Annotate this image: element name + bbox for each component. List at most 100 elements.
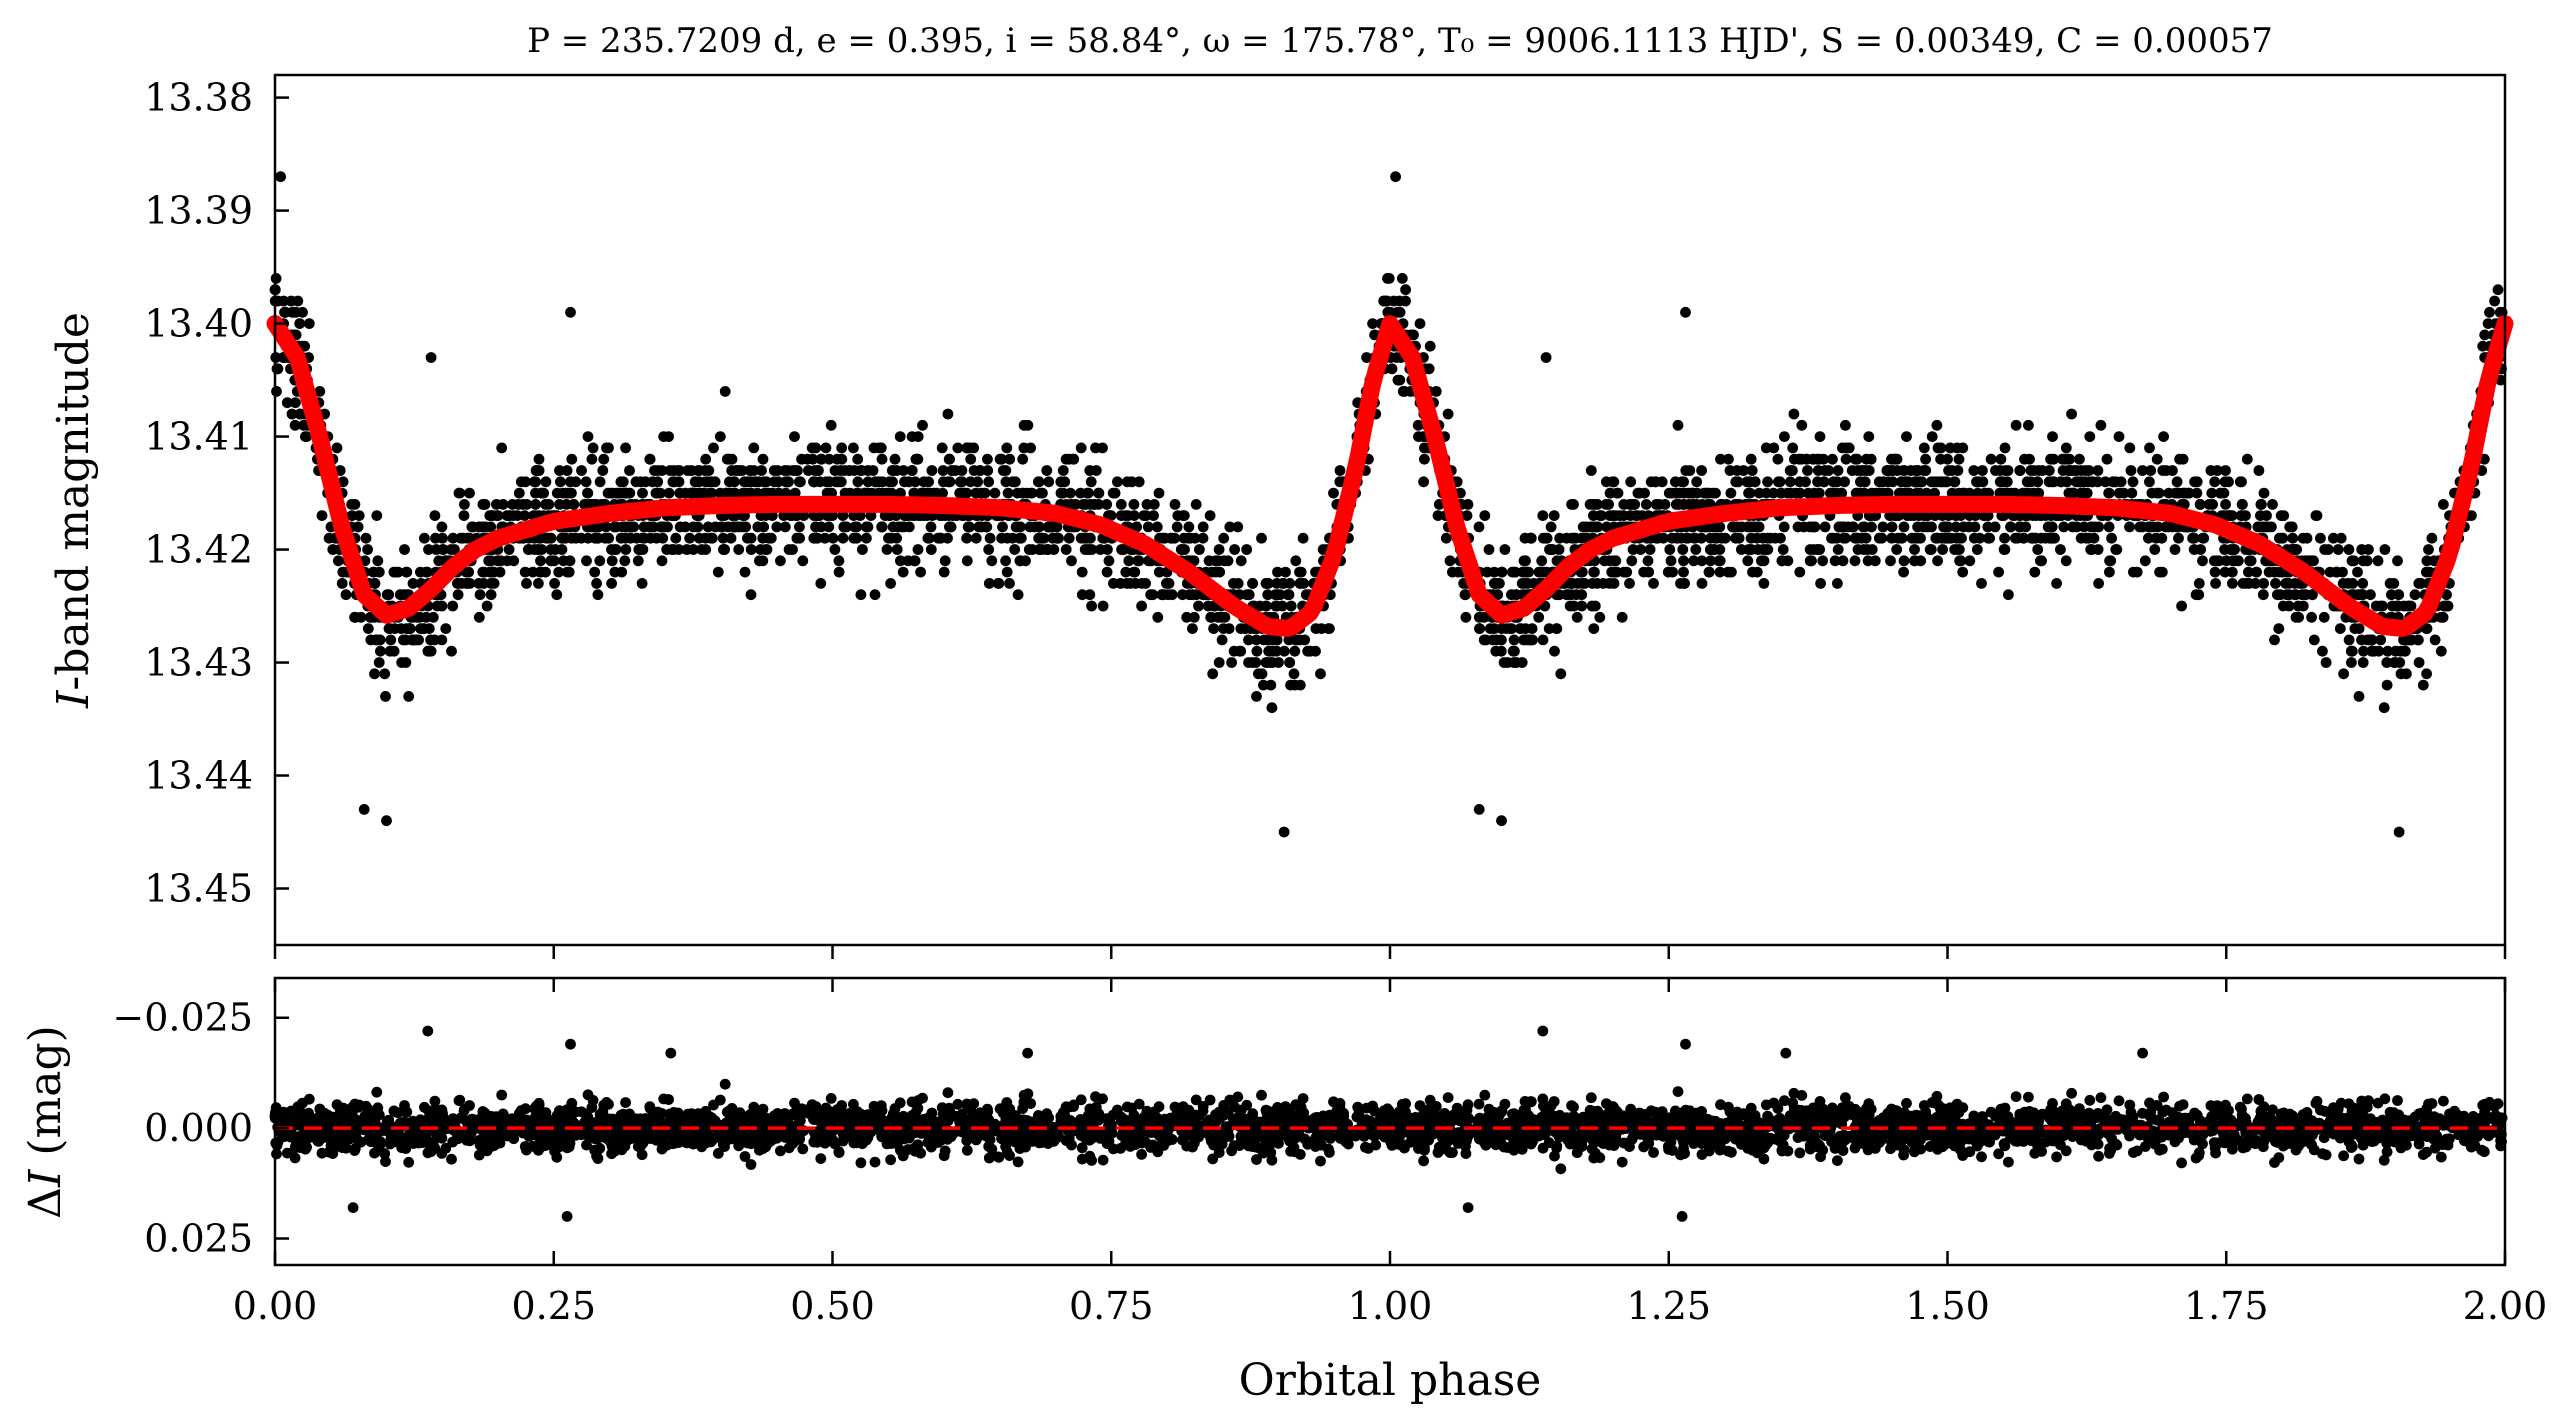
data-point [1840, 532, 1851, 544]
data-point [551, 487, 563, 499]
data-point [1635, 544, 1646, 555]
data-point [1533, 611, 1545, 623]
data-point [912, 453, 924, 465]
data-point [2071, 521, 2083, 533]
data-point [1148, 499, 1160, 510]
data-point [686, 465, 697, 476]
data-point [2353, 691, 2365, 702]
residual-point [2241, 1093, 2253, 1105]
data-point [508, 555, 520, 567]
data-point [568, 499, 580, 510]
data-point [2051, 578, 2063, 589]
data-point [771, 521, 783, 533]
data-point [1140, 578, 1151, 589]
data-point [2297, 532, 2309, 544]
data-point [2103, 487, 2115, 499]
data-point [1080, 499, 1092, 510]
data-point [2105, 555, 2117, 567]
data-point [2213, 555, 2225, 567]
data-point [556, 532, 568, 544]
data-point [615, 476, 627, 488]
data-point [368, 566, 380, 578]
data-point [2484, 306, 2495, 318]
data-point [2074, 453, 2085, 465]
data-point [2010, 419, 2022, 431]
data-point [2024, 453, 2035, 465]
data-point [1762, 476, 1773, 488]
data-point [1716, 532, 1727, 544]
data-point [1666, 487, 1678, 499]
data-point [1520, 623, 1531, 634]
data-point [848, 532, 860, 544]
residual-point [2392, 1095, 2403, 1106]
data-point [655, 487, 666, 499]
data-point [485, 578, 497, 589]
data-point [906, 431, 918, 442]
data-point [997, 521, 1008, 533]
data-point [761, 476, 772, 488]
data-point [952, 442, 964, 454]
data-point [1760, 442, 1772, 454]
data-point [2191, 476, 2203, 488]
data-point [473, 611, 485, 623]
data-point [876, 453, 888, 465]
data-point [2103, 521, 2115, 533]
data-point [1537, 510, 1549, 521]
data-point [1626, 555, 1638, 567]
data-point [1898, 555, 1910, 567]
data-point [1625, 499, 1637, 510]
data-point [2124, 442, 2136, 454]
data-point [553, 566, 565, 578]
data-point [1678, 555, 1689, 567]
data-point [289, 419, 301, 431]
data-point [2338, 668, 2350, 680]
data-point [1549, 645, 1560, 657]
data-point [2332, 544, 2344, 555]
data-point [1292, 634, 1304, 646]
data-point [2421, 555, 2433, 567]
data-point [560, 487, 572, 499]
data-point [1066, 555, 1077, 567]
data-point [1856, 532, 1867, 544]
data-point [963, 521, 974, 533]
data-point [1642, 555, 1654, 567]
data-point [1663, 566, 1674, 578]
data-point [961, 532, 973, 544]
data-point [751, 487, 763, 499]
data-point [1836, 521, 1848, 533]
data-point [2177, 453, 2189, 465]
data-point [1571, 611, 1583, 623]
data-point [1730, 476, 1742, 488]
data-point [748, 442, 760, 454]
residual-point [1648, 1147, 1659, 1158]
data-point [862, 465, 874, 476]
data-point [695, 487, 706, 499]
data-point [403, 623, 415, 634]
data-point [370, 634, 382, 646]
data-point [979, 487, 991, 499]
residual-point [2084, 1094, 2096, 1106]
data-point [1696, 578, 1708, 589]
data-point [1794, 566, 1806, 578]
data-point [591, 578, 602, 589]
data-point [594, 476, 606, 488]
data-point [1830, 487, 1842, 499]
data-point [696, 544, 708, 555]
data-point [645, 532, 656, 544]
data-point [1846, 465, 1858, 476]
data-point [1205, 611, 1217, 623]
data-point [2193, 578, 2205, 589]
data-point [474, 589, 486, 601]
data-point [336, 578, 348, 589]
data-point [1097, 600, 1109, 612]
data-point [2023, 419, 2034, 431]
data-point [1187, 623, 1198, 634]
data-point [820, 442, 832, 454]
data-point [2224, 510, 2235, 521]
outlier-point [1680, 306, 1691, 318]
data-point [702, 521, 714, 533]
data-point [1012, 487, 1023, 499]
data-point [528, 544, 540, 555]
data-point [2328, 532, 2339, 544]
data-point [1258, 679, 1269, 691]
